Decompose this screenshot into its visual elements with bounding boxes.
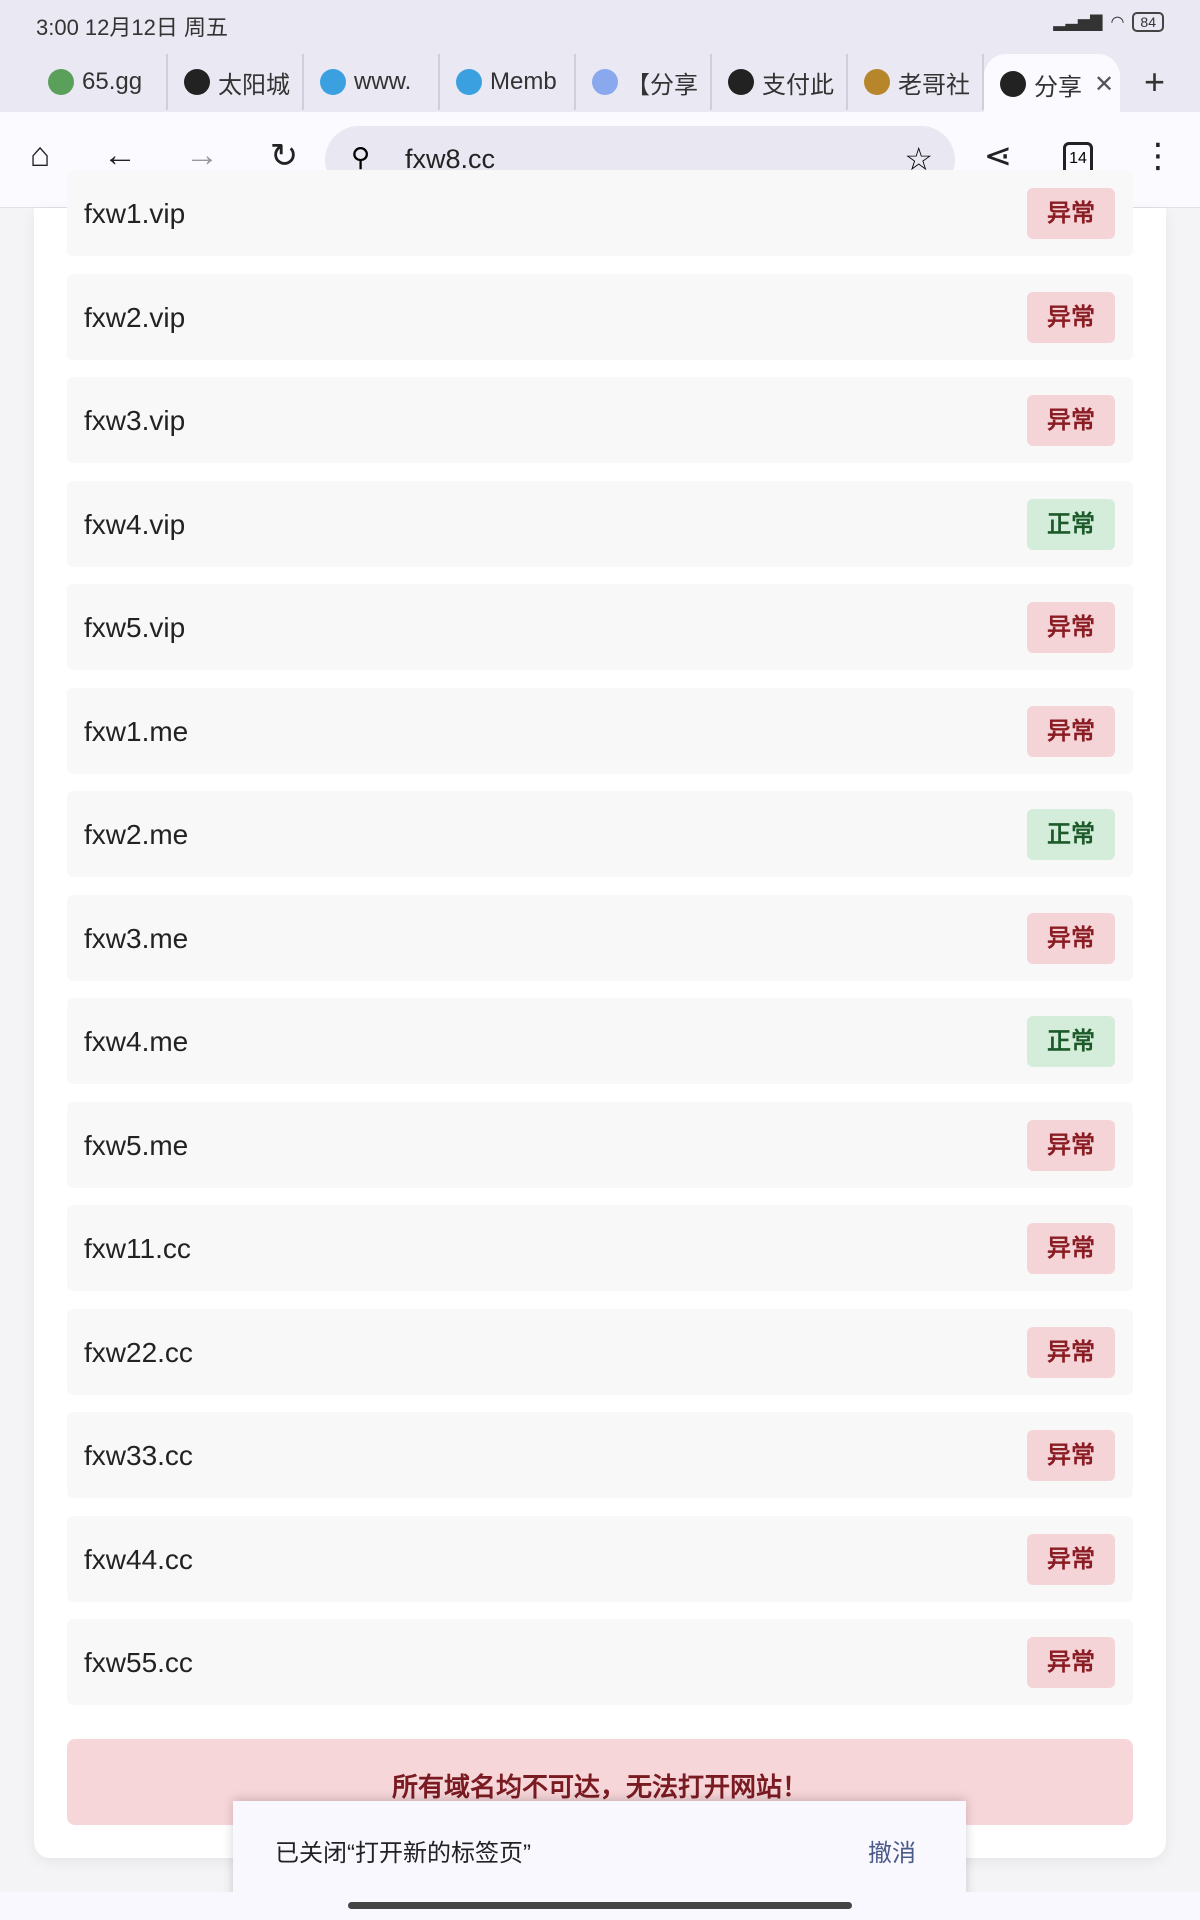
domain-name: fxw4.vip: [84, 508, 186, 540]
wifi-icon: ◠: [1110, 14, 1125, 31]
status-badge: 异常: [1027, 1637, 1115, 1688]
status-badge: 异常: [1027, 1223, 1115, 1274]
favicon-icon: [592, 69, 618, 95]
domain-name: fxw22.cc: [84, 1336, 193, 1368]
domain-row: fxw2.me 正常: [67, 791, 1133, 877]
domain-row: fxw5.me 异常: [67, 1101, 1133, 1188]
tab-0[interactable]: 65.gg: [32, 54, 168, 110]
reload-icon[interactable]: ↻: [269, 137, 299, 175]
favicon-icon: [728, 69, 754, 95]
status-badge: 异常: [1027, 705, 1115, 757]
tab-6[interactable]: 老哥社: [848, 54, 984, 110]
tab-2[interactable]: www.: [304, 54, 440, 110]
favicon-icon: [864, 69, 890, 95]
domain-name: fxw1.vip: [84, 198, 186, 229]
domain-name: fxw2.vip: [84, 301, 186, 333]
domain-name: fxw3.vip: [84, 405, 186, 436]
status-badge: 异常: [1027, 1326, 1115, 1378]
forward-icon[interactable]: →: [185, 136, 219, 174]
status-badge: 异常: [1027, 1430, 1115, 1481]
tab-label: 太阳城: [218, 71, 290, 99]
domain-row: fxw4.vip 正常: [67, 480, 1133, 567]
tab-5[interactable]: 支付此: [712, 54, 848, 110]
domain-name: fxw33.cc: [84, 1440, 193, 1471]
status-badge: 异常: [1027, 1533, 1115, 1585]
status-badge: 异常: [1027, 912, 1115, 964]
tab-4[interactable]: 【分享: [576, 54, 712, 110]
favicon-icon: [456, 69, 482, 95]
undo-button[interactable]: 撤消: [868, 1840, 916, 1867]
site-settings-icon[interactable]: ⚲: [351, 142, 371, 172]
domain-row: fxw3.me 异常: [67, 894, 1133, 981]
new-tab-button[interactable]: +: [1144, 61, 1166, 102]
domain-name: fxw2.me: [84, 819, 189, 850]
domain-row: fxw55.cc 异常: [67, 1619, 1133, 1705]
status-badge: 正常: [1027, 809, 1115, 860]
status-badge: 异常: [1027, 291, 1115, 343]
domain-name: fxw5.me: [84, 1129, 189, 1161]
domain-row: fxw22.cc 异常: [67, 1308, 1133, 1395]
status-bar: 3:00 12月12日 周五 ▂▃▅▇ ◠ 84: [0, 0, 1200, 52]
close-tab-icon[interactable]: ✕: [1094, 70, 1115, 98]
domain-name: fxw44.cc: [84, 1543, 193, 1575]
domain-row: fxw33.cc 异常: [67, 1412, 1133, 1498]
status-time: 3:00 12月12日 周五: [36, 15, 228, 40]
tab-1[interactable]: 太阳城: [168, 54, 304, 110]
url-text[interactable]: fxw8.cc: [405, 144, 496, 174]
domain-name: fxw1.me: [84, 715, 189, 747]
domain-row: fxw1.me 异常: [67, 687, 1133, 774]
status-badge: 异常: [1027, 1119, 1115, 1171]
domain-name: fxw4.me: [84, 1026, 189, 1057]
snackbar: 已关闭“打开新的标签页” 撤消: [233, 1801, 966, 1901]
status-badge: 异常: [1027, 188, 1115, 239]
favicon-icon: [320, 69, 346, 95]
domain-row: fxw3.vip 异常: [67, 377, 1133, 463]
share-icon[interactable]: ⋖: [983, 137, 1013, 175]
domain-row: fxw44.cc 异常: [67, 1515, 1133, 1602]
battery-icon: 84: [1132, 12, 1164, 32]
favicon-icon: [1000, 71, 1026, 97]
status-badge: 异常: [1027, 395, 1115, 446]
back-icon[interactable]: ←: [103, 136, 137, 174]
tab-label: 分享: [1034, 73, 1082, 101]
home-icon[interactable]: ⌂: [29, 136, 51, 174]
tab-strip: 65.gg 太阳城 www. Memb 【分享 支付此 老哥社 分享 ✕ +: [0, 52, 1200, 114]
tab-label: www.: [354, 68, 412, 95]
snackbar-message: 已关闭“打开新的标签页”: [275, 1840, 531, 1867]
tab-3[interactable]: Memb: [440, 54, 576, 110]
domain-name: fxw55.cc: [84, 1647, 193, 1678]
tab-label: 65.gg: [82, 68, 143, 95]
tab-7[interactable]: 分享 ✕: [984, 54, 1120, 114]
domain-row: fxw1.vip 异常: [67, 170, 1133, 256]
gesture-bar: [0, 1892, 1200, 1920]
favicon-icon: [48, 69, 74, 95]
domain-name: fxw5.vip: [84, 612, 186, 643]
favicon-icon: [184, 69, 210, 95]
status-badge: 正常: [1027, 498, 1115, 550]
tab-label: 【分享: [626, 71, 698, 99]
domain-row: fxw11.cc 异常: [67, 1205, 1133, 1291]
tab-label: 支付此: [762, 71, 834, 99]
domain-row: fxw2.vip 异常: [67, 273, 1133, 360]
domain-row: fxw5.vip 异常: [67, 584, 1133, 670]
menu-icon[interactable]: ⋮: [1141, 137, 1175, 175]
domain-name: fxw3.me: [84, 922, 189, 954]
domain-name: fxw11.cc: [84, 1233, 191, 1264]
status-badge: 正常: [1027, 1016, 1115, 1067]
domain-row: fxw4.me 正常: [67, 998, 1133, 1084]
home-indicator[interactable]: [348, 1902, 852, 1909]
tab-label: 老哥社: [898, 71, 970, 99]
status-badge: 异常: [1027, 602, 1115, 653]
signal-icon: ▂▃▅▇: [1053, 14, 1103, 31]
tab-label: Memb: [490, 68, 557, 95]
